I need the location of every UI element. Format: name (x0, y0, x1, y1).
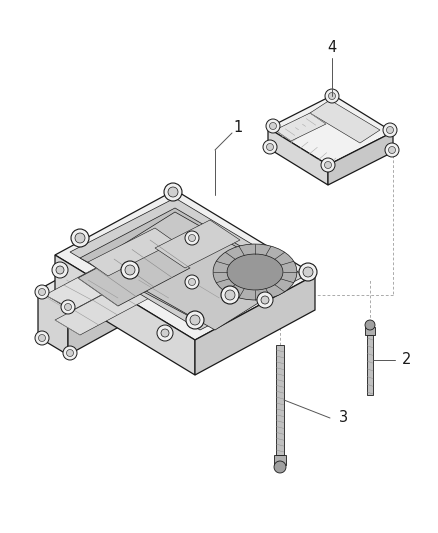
Circle shape (35, 331, 49, 345)
Circle shape (64, 303, 71, 311)
Polygon shape (78, 240, 190, 306)
Polygon shape (55, 280, 155, 335)
Polygon shape (155, 220, 240, 268)
Polygon shape (70, 198, 305, 330)
Polygon shape (365, 327, 375, 335)
Circle shape (221, 286, 239, 304)
Circle shape (157, 325, 173, 341)
Polygon shape (88, 228, 175, 276)
Circle shape (168, 187, 178, 197)
Circle shape (225, 290, 235, 300)
Circle shape (266, 119, 280, 133)
Circle shape (161, 329, 169, 337)
Polygon shape (80, 208, 295, 322)
Polygon shape (274, 455, 286, 465)
Circle shape (257, 292, 273, 308)
Circle shape (121, 261, 139, 279)
Polygon shape (55, 190, 315, 340)
Polygon shape (38, 220, 195, 308)
Circle shape (190, 315, 200, 325)
Circle shape (389, 147, 396, 154)
Text: 4: 4 (327, 41, 337, 55)
Polygon shape (213, 244, 297, 300)
Polygon shape (38, 290, 68, 355)
Circle shape (164, 183, 182, 201)
Circle shape (39, 288, 46, 295)
Circle shape (188, 235, 195, 241)
Circle shape (63, 346, 77, 360)
Circle shape (71, 229, 89, 247)
Polygon shape (328, 132, 393, 185)
Circle shape (386, 126, 393, 133)
Circle shape (56, 266, 64, 274)
Polygon shape (268, 95, 393, 165)
Circle shape (274, 461, 286, 473)
Circle shape (61, 300, 75, 314)
Circle shape (261, 296, 269, 304)
Polygon shape (45, 255, 148, 310)
Circle shape (266, 143, 273, 150)
Polygon shape (95, 212, 295, 330)
Circle shape (35, 285, 49, 299)
Polygon shape (310, 100, 380, 143)
Circle shape (52, 262, 68, 278)
Circle shape (303, 267, 313, 277)
Polygon shape (290, 118, 302, 126)
Circle shape (185, 275, 199, 289)
Circle shape (365, 320, 375, 330)
Circle shape (328, 93, 336, 100)
Circle shape (385, 143, 399, 157)
Text: 3: 3 (339, 410, 348, 425)
Polygon shape (367, 335, 373, 395)
Circle shape (325, 89, 339, 103)
Polygon shape (68, 238, 195, 355)
Circle shape (325, 161, 332, 168)
Polygon shape (268, 128, 328, 185)
Circle shape (263, 140, 277, 154)
Circle shape (75, 233, 85, 243)
Circle shape (321, 158, 335, 172)
Text: 1: 1 (233, 120, 243, 135)
Circle shape (186, 311, 204, 329)
Polygon shape (302, 112, 314, 120)
Polygon shape (314, 106, 326, 114)
Circle shape (299, 263, 317, 281)
Circle shape (383, 123, 397, 137)
Polygon shape (275, 113, 326, 141)
Circle shape (269, 123, 276, 130)
Circle shape (67, 350, 74, 357)
Circle shape (39, 335, 46, 342)
Polygon shape (278, 124, 290, 132)
Circle shape (188, 279, 195, 286)
Polygon shape (195, 275, 315, 375)
Polygon shape (276, 345, 284, 455)
Polygon shape (227, 254, 283, 290)
Circle shape (125, 265, 135, 275)
Text: 2: 2 (403, 352, 412, 367)
Circle shape (185, 231, 199, 245)
Polygon shape (55, 255, 195, 375)
